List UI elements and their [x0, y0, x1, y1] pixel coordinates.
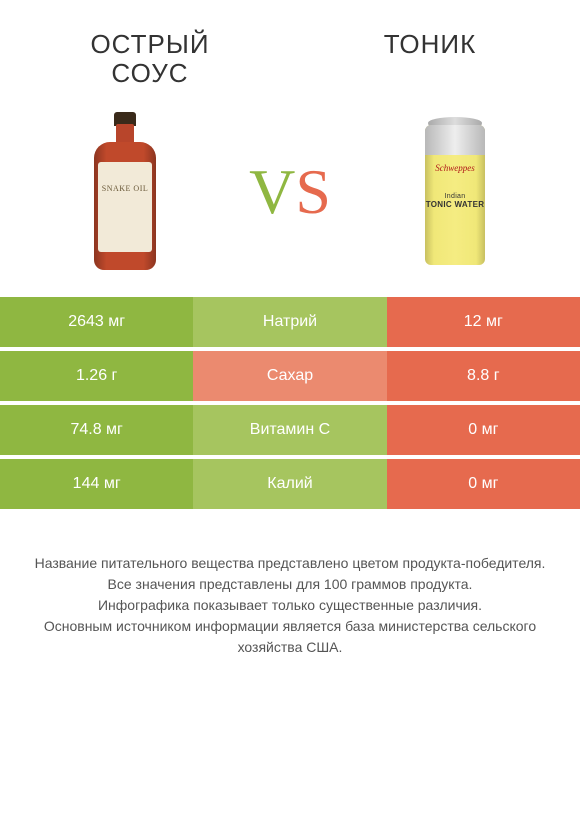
right-value-cell: 0 мг: [387, 405, 580, 455]
footer-line: Основным источником информации является …: [30, 616, 550, 658]
comparison-table: 2643 мгНатрий12 мг1.26 гСахар8.8 г74.8 м…: [0, 297, 580, 509]
footer-line: Все значения представлены для 100 граммо…: [30, 574, 550, 595]
left-product-title: ОСТРЫЙ СОУС: [50, 30, 250, 87]
right-product-title: ТОНИК: [330, 30, 530, 59]
footer-line: Инфографика показывает только существенн…: [30, 595, 550, 616]
nutrient-cell: Калий: [193, 459, 386, 509]
left-value-cell: 74.8 мг: [0, 405, 193, 455]
table-row: 144 мгКалий0 мг: [0, 459, 580, 509]
right-value-cell: 0 мг: [387, 459, 580, 509]
nutrient-cell: Сахар: [193, 351, 386, 401]
table-row: 2643 мгНатрий12 мг: [0, 297, 580, 347]
nutrient-cell: Натрий: [193, 297, 386, 347]
footer-line: Название питательного вещества представл…: [30, 553, 550, 574]
footer-notes: Название питательного вещества представл…: [0, 513, 580, 658]
nutrient-cell: Витамин C: [193, 405, 386, 455]
left-value-cell: 144 мг: [0, 459, 193, 509]
hot-sauce-bottle-icon: SNAKE OIL: [90, 112, 160, 272]
left-value-cell: 2643 мг: [0, 297, 193, 347]
table-row: 1.26 гСахар8.8 г: [0, 351, 580, 401]
tonic-can-icon: Schweppes Indian TONIC WATER: [423, 117, 487, 267]
left-value-cell: 1.26 г: [0, 351, 193, 401]
vs-v: V: [249, 155, 295, 229]
table-row: 74.8 мгВитамин C0 мг: [0, 405, 580, 455]
vs-label: VS: [249, 155, 331, 229]
header: ОСТРЫЙ СОУС ТОНИК: [0, 0, 580, 97]
vs-s: S: [295, 155, 331, 229]
bottle-brand-label: SNAKE OIL: [102, 184, 149, 193]
right-product-image: Schweppes Indian TONIC WATER: [390, 107, 520, 277]
right-value-cell: 12 мг: [387, 297, 580, 347]
can-line2: TONIC WATER: [426, 200, 485, 209]
can-brand-label: Schweppes: [425, 163, 485, 173]
product-images-row: SNAKE OIL VS Schweppes Indian TONIC WATE…: [0, 97, 580, 297]
right-value-cell: 8.8 г: [387, 351, 580, 401]
left-product-image: SNAKE OIL: [60, 107, 190, 277]
